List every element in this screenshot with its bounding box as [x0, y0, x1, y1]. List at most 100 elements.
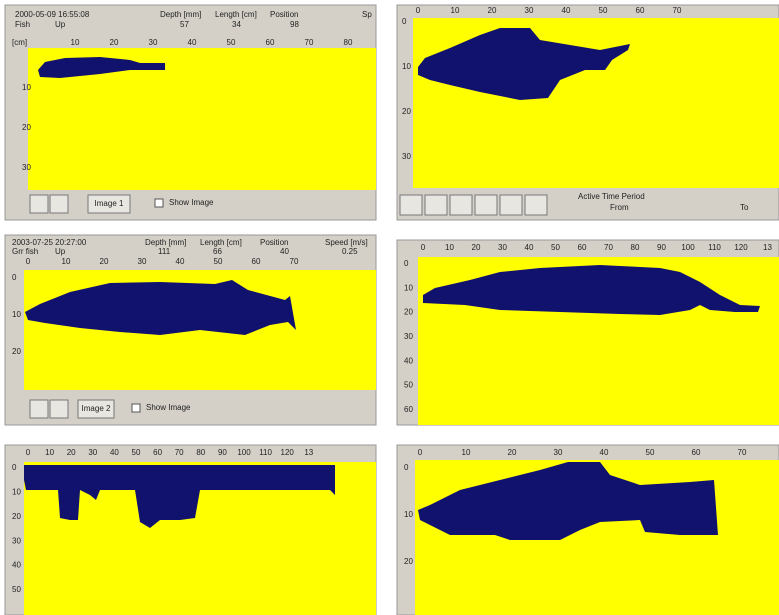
x-tick-label: 70	[175, 448, 184, 457]
x-tick-label: 70	[673, 6, 682, 15]
y-tick-label: 0	[12, 463, 17, 472]
y-tick-label: 10	[22, 83, 31, 92]
x-tick-label: 20	[67, 448, 76, 457]
zoom-button[interactable]	[50, 400, 68, 418]
x-tick-label: 70	[290, 257, 299, 266]
x-tick-label: 20	[110, 38, 119, 47]
y-tick-label: 10	[404, 510, 413, 519]
header-text: Depth [mm]	[160, 10, 201, 19]
x-tick-label: 30	[138, 257, 147, 266]
screenshot: 10203040506070801020302000-05-09 16:55:0…	[0, 0, 779, 615]
x-tick-label: 100	[237, 448, 251, 457]
x-tick-label: 110	[708, 243, 721, 252]
header-text: Up	[55, 247, 66, 256]
x-tick-label: 10	[45, 448, 54, 457]
header-text: Up	[55, 20, 66, 29]
playback-button[interactable]	[450, 195, 472, 215]
x-tick-label: 30	[498, 243, 507, 252]
header-text: Length [cm]	[215, 10, 257, 19]
x-tick-label: 0	[421, 243, 426, 252]
x-tick-label: 60	[252, 257, 261, 266]
x-tick-label: 30	[554, 448, 563, 457]
x-tick-label: 70	[738, 448, 747, 457]
show-image-checkbox[interactable]	[132, 404, 140, 412]
x-tick-label: 20	[508, 448, 517, 457]
x-tick-label: 60	[578, 243, 587, 252]
header-text: Position	[260, 238, 288, 247]
y-tick-label: 10	[402, 62, 411, 71]
x-tick-label: 13	[763, 243, 772, 252]
y-tick-label: 30	[404, 332, 413, 341]
y-tick-label: 0	[12, 273, 17, 282]
y-tick-label: 60	[404, 405, 413, 414]
x-tick-label: 30	[88, 448, 97, 457]
x-tick-label: 20	[100, 257, 109, 266]
show-image-checkbox[interactable]	[155, 199, 163, 207]
x-tick-label: 50	[599, 6, 608, 15]
playback-button[interactable]	[475, 195, 497, 215]
playback-button[interactable]	[400, 195, 422, 215]
x-tick-label: 0	[418, 448, 423, 457]
x-tick-label: 40	[600, 448, 609, 457]
x-tick-label: 0	[416, 6, 421, 15]
zoom-button[interactable]	[30, 400, 48, 418]
x-tick-label: 30	[525, 6, 534, 15]
header-text: 57	[180, 20, 189, 29]
header-text: 111	[158, 247, 171, 256]
x-tick-label: 120	[734, 243, 748, 252]
y-tick-label: 0	[402, 17, 407, 26]
y-tick-label: 20	[12, 347, 21, 356]
page: 10203040506070801020302000-05-09 16:55:0…	[0, 0, 779, 615]
x-tick-label: 90	[218, 448, 227, 457]
header-text: Fish	[15, 20, 30, 29]
unit-label: [cm]	[12, 38, 27, 47]
header-text: 98	[290, 20, 299, 29]
y-tick-label: 20	[402, 107, 411, 116]
zoom-button[interactable]	[50, 195, 68, 213]
x-tick-label: 20	[488, 6, 497, 15]
x-tick-label: 120	[281, 448, 295, 457]
x-tick-label: 50	[132, 448, 141, 457]
playback-button[interactable]	[525, 195, 547, 215]
header-text: 2003-07-25 20:27:00	[12, 238, 87, 247]
show-image-label: Show Image	[169, 198, 214, 207]
time-period-title: Active Time Period	[578, 192, 645, 201]
show-image-label: Show Image	[146, 403, 191, 412]
playback-button[interactable]	[425, 195, 447, 215]
x-tick-label: 40	[176, 257, 185, 266]
header-text: Length [cm]	[200, 238, 242, 247]
x-tick-label: 70	[305, 38, 314, 47]
x-tick-label: 110	[259, 448, 272, 457]
x-tick-label: 80	[631, 243, 640, 252]
x-tick-label: 90	[657, 243, 666, 252]
x-tick-label: 0	[26, 448, 31, 457]
header-text: Grr fish	[12, 247, 38, 256]
image-button-label: Image 1	[95, 199, 124, 208]
from-label: From	[610, 203, 629, 212]
header-text: 34	[232, 20, 241, 29]
x-tick-label: 40	[525, 243, 534, 252]
zoom-button[interactable]	[30, 195, 48, 213]
header-text: 40	[280, 247, 289, 256]
y-tick-label: 30	[12, 536, 21, 545]
y-tick-label: 30	[22, 163, 31, 172]
x-tick-label: 80	[196, 448, 205, 457]
playback-button[interactable]	[500, 195, 522, 215]
y-tick-label: 10	[12, 310, 21, 319]
x-tick-label: 50	[646, 448, 655, 457]
x-tick-label: 0	[26, 257, 31, 266]
x-tick-label: 10	[445, 243, 454, 252]
x-tick-label: 60	[636, 6, 645, 15]
x-tick-label: 10	[462, 448, 471, 457]
x-tick-label: 40	[110, 448, 119, 457]
header-text: Position	[270, 10, 298, 19]
y-tick-label: 10	[404, 283, 413, 292]
x-tick-label: 10	[451, 6, 460, 15]
x-tick-label: 100	[681, 243, 695, 252]
x-tick-label: 60	[153, 448, 162, 457]
y-tick-label: 0	[404, 259, 409, 268]
y-tick-label: 20	[12, 512, 21, 521]
x-tick-label: 13	[304, 448, 313, 457]
y-tick-label: 20	[404, 557, 413, 566]
x-tick-label: 50	[214, 257, 223, 266]
